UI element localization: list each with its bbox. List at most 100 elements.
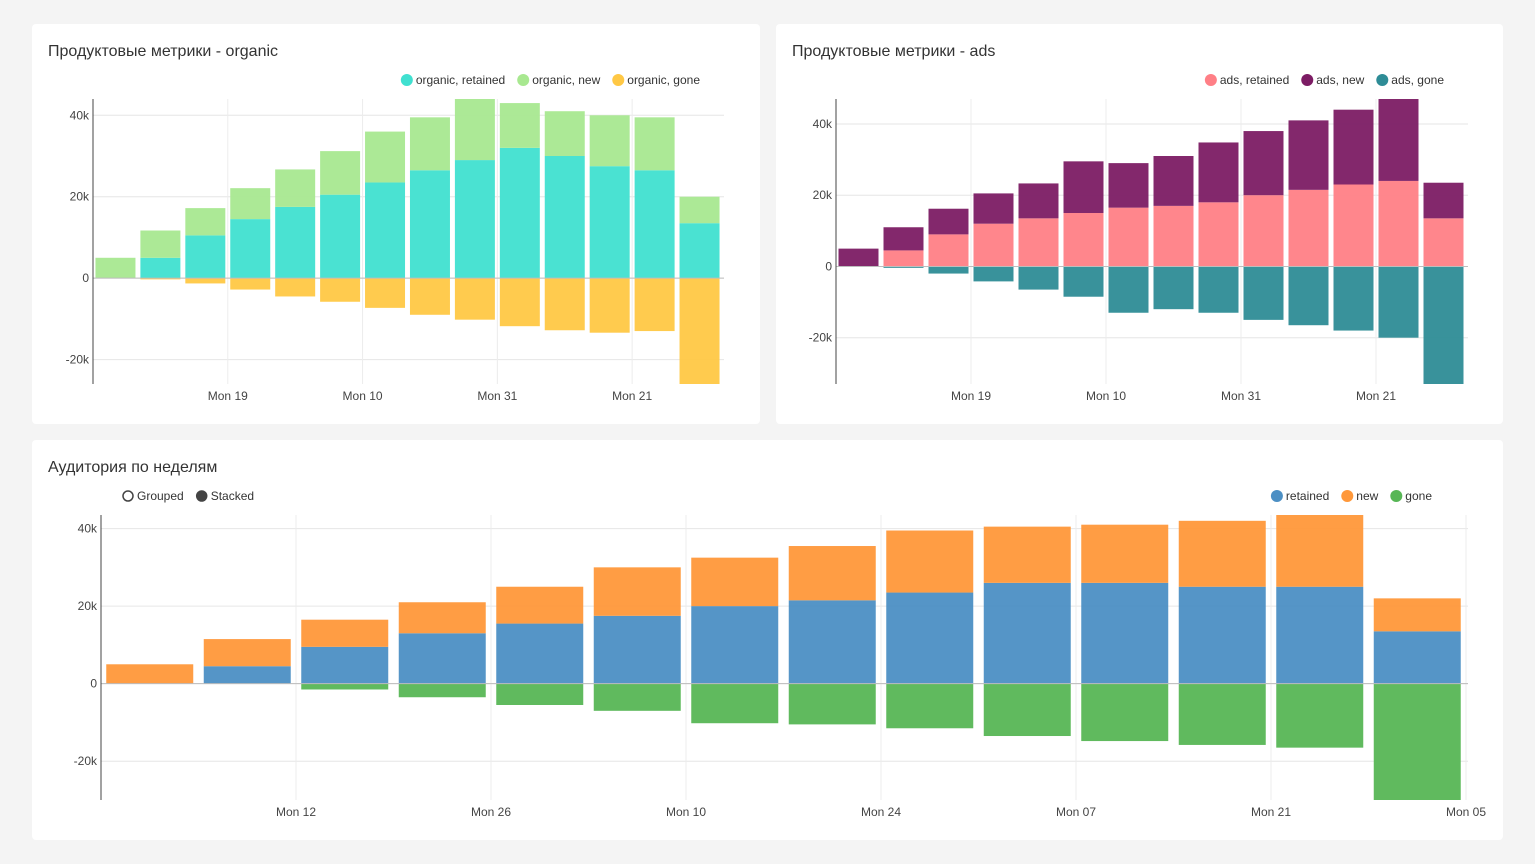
ads-bar-ads-retained[interactable]	[1018, 218, 1059, 267]
audience-bar-retained[interactable]	[1373, 631, 1461, 684]
organic-legend-item-organic-retained[interactable]: organic, retained	[400, 73, 505, 87]
barmode-option-stacked[interactable]: Stacked	[195, 489, 254, 503]
organic-bar-organic-new[interactable]	[185, 208, 226, 236]
ads-bar-ads-retained[interactable]	[1333, 184, 1374, 267]
ads-bar-ads-retained[interactable]	[1108, 207, 1149, 267]
audience-bar-retained[interactable]	[301, 646, 389, 684]
organic-bar-organic-gone[interactable]	[230, 278, 271, 290]
audience-bar-new[interactable]	[886, 530, 974, 593]
ads-legend-item-ads-gone[interactable]: ads, gone	[1376, 73, 1444, 87]
ads-bar-ads-new[interactable]	[928, 208, 969, 235]
audience-legend-item-new[interactable]: new	[1341, 489, 1379, 503]
audience-bar-gone[interactable]	[1178, 683, 1266, 745]
audience-legend-item-retained[interactable]: retained	[1270, 489, 1329, 503]
organic-bar-organic-gone[interactable]	[634, 278, 675, 332]
organic-bar-organic-retained[interactable]	[140, 257, 181, 279]
ads-bar-ads-gone[interactable]	[1063, 266, 1104, 297]
organic-legend-item-organic-gone[interactable]: organic, gone	[612, 73, 700, 87]
ads-bar-ads-new[interactable]	[1243, 131, 1284, 196]
ads-bar-ads-gone[interactable]	[1378, 266, 1419, 338]
audience-bar-new[interactable]	[691, 557, 779, 607]
organic-bar-organic-new[interactable]	[95, 257, 136, 279]
barmode-option-grouped[interactable]: Grouped	[122, 489, 184, 503]
organic-bar-organic-new[interactable]	[454, 99, 495, 161]
ads-bar-ads-new[interactable]	[1333, 109, 1374, 185]
organic-bar-organic-retained[interactable]	[499, 147, 540, 279]
organic-bar-organic-retained[interactable]	[185, 235, 226, 279]
organic-bar-organic-gone[interactable]	[454, 278, 495, 320]
ads-bar-ads-gone[interactable]	[1198, 266, 1239, 313]
ads-bar-ads-new[interactable]	[1153, 156, 1194, 206]
organic-bar-organic-new[interactable]	[230, 188, 271, 220]
audience-bar-gone[interactable]	[788, 683, 876, 725]
ads-bar-ads-retained[interactable]	[1198, 202, 1239, 267]
organic-bar-organic-new[interactable]	[544, 111, 585, 156]
radio-button[interactable]	[195, 490, 208, 502]
ads-bar-ads-gone[interactable]	[1333, 266, 1374, 331]
ads-bar-ads-gone[interactable]	[1243, 266, 1284, 320]
ads-bar-ads-new[interactable]	[1108, 163, 1149, 208]
ads-bar-ads-new[interactable]	[1198, 142, 1239, 203]
organic-bar-organic-gone[interactable]	[499, 278, 540, 327]
audience-bar-retained[interactable]	[788, 600, 876, 684]
audience-bar-new[interactable]	[983, 526, 1071, 583]
organic-bar-organic-retained[interactable]	[320, 194, 361, 279]
organic-bar-organic-retained[interactable]	[544, 156, 585, 279]
organic-bar-organic-gone[interactable]	[409, 278, 450, 315]
organic-bar-organic-gone[interactable]	[140, 278, 181, 280]
audience-bar-retained[interactable]	[203, 666, 291, 684]
audience-bar-gone[interactable]	[691, 683, 779, 724]
organic-bar-organic-retained[interactable]	[409, 170, 450, 279]
audience-bar-retained[interactable]	[1081, 582, 1169, 684]
ads-bar-ads-new[interactable]	[1378, 99, 1419, 181]
organic-legend-item-organic-new[interactable]: organic, new	[517, 73, 601, 87]
audience-bar-gone[interactable]	[1081, 683, 1169, 742]
audience-bar-gone[interactable]	[1276, 683, 1364, 748]
organic-bar-organic-new[interactable]	[409, 117, 450, 171]
organic-bar-organic-retained[interactable]	[634, 170, 675, 279]
ads-bar-ads-new[interactable]	[1288, 120, 1329, 190]
audience-bar-retained[interactable]	[1178, 586, 1266, 684]
audience-bar-retained[interactable]	[1276, 586, 1364, 684]
audience-bar-new[interactable]	[1276, 515, 1364, 587]
audience-bar-new[interactable]	[1081, 524, 1169, 583]
ads-bar-ads-retained[interactable]	[1423, 218, 1464, 267]
ads-bar-ads-retained[interactable]	[1153, 205, 1194, 267]
audience-bar-gone[interactable]	[593, 683, 681, 711]
organic-bar-organic-new[interactable]	[320, 151, 361, 195]
audience-bar-new[interactable]	[203, 639, 291, 667]
organic-bar-organic-retained[interactable]	[679, 223, 720, 279]
audience-bar-gone[interactable]	[398, 683, 486, 698]
organic-bar-organic-new[interactable]	[589, 115, 630, 167]
organic-bar-organic-retained[interactable]	[230, 219, 271, 279]
audience-bar-new[interactable]	[106, 664, 194, 684]
ads-bar-ads-new[interactable]	[1063, 161, 1104, 213]
organic-bar-organic-gone[interactable]	[185, 278, 226, 284]
organic-bar-organic-retained[interactable]	[365, 182, 406, 279]
organic-bar-organic-gone[interactable]	[544, 278, 585, 331]
audience-bar-gone[interactable]	[301, 683, 389, 690]
ads-bar-ads-gone[interactable]	[1423, 266, 1464, 384]
ads-bar-ads-gone[interactable]	[1108, 266, 1149, 313]
audience-bar-new[interactable]	[301, 619, 389, 647]
organic-bar-organic-retained[interactable]	[454, 160, 495, 279]
organic-bar-organic-new[interactable]	[679, 196, 720, 224]
organic-bar-organic-new[interactable]	[275, 169, 316, 207]
ads-bar-ads-new[interactable]	[1423, 182, 1464, 219]
audience-bar-new[interactable]	[593, 567, 681, 616]
audience-bar-retained[interactable]	[398, 633, 486, 684]
ads-bar-ads-retained[interactable]	[1288, 189, 1329, 267]
organic-bar-organic-new[interactable]	[365, 131, 406, 183]
audience-bar-retained[interactable]	[983, 582, 1071, 684]
audience-bar-gone[interactable]	[983, 683, 1071, 737]
audience-bar-gone[interactable]	[1373, 683, 1461, 800]
organic-bar-organic-new[interactable]	[499, 103, 540, 148]
ads-bar-ads-retained[interactable]	[928, 234, 969, 267]
audience-bar-gone[interactable]	[496, 683, 584, 705]
organic-bar-organic-retained[interactable]	[275, 206, 316, 279]
ads-bar-ads-retained[interactable]	[1243, 195, 1284, 267]
ads-bar-ads-new[interactable]	[973, 193, 1014, 224]
ads-bar-ads-new[interactable]	[883, 227, 924, 251]
audience-bar-new[interactable]	[398, 602, 486, 634]
ads-bar-ads-new[interactable]	[1018, 183, 1059, 219]
